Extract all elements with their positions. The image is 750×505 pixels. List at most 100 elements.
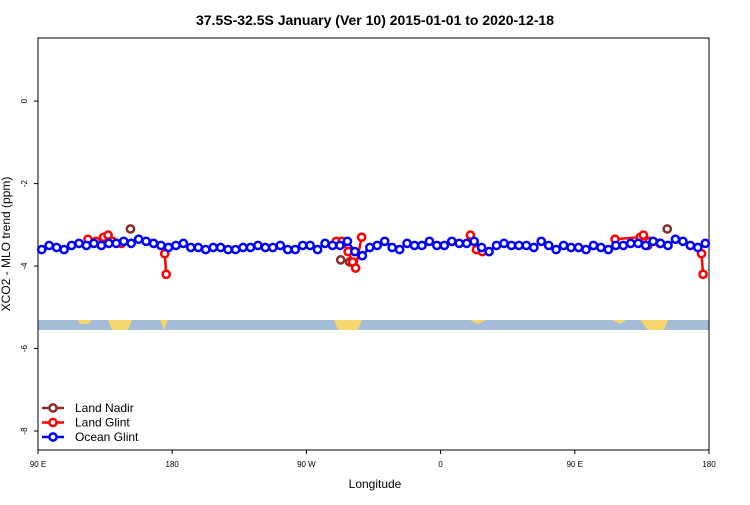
data-point	[290, 244, 301, 255]
data-point	[356, 232, 367, 243]
data-point	[320, 238, 330, 249]
data-point	[148, 238, 159, 249]
data-point	[536, 236, 547, 247]
data-point	[648, 236, 658, 247]
data-point	[581, 244, 591, 255]
data-point	[111, 238, 122, 249]
x-axis-label: Longitude	[349, 477, 402, 491]
data-point	[698, 269, 708, 280]
data-point	[51, 242, 62, 253]
data-point	[625, 238, 636, 249]
data-point	[491, 240, 502, 251]
data-point	[558, 240, 569, 251]
data-point	[357, 250, 368, 261]
data-point	[633, 238, 644, 249]
data-point	[245, 242, 256, 253]
data-point	[506, 240, 517, 251]
x-tick-label: 90 E	[567, 460, 583, 469]
data-point	[350, 263, 361, 273]
legend-marker	[48, 403, 58, 413]
data-point	[476, 242, 487, 253]
data-point	[394, 244, 405, 255]
data-point	[638, 230, 649, 240]
ocean-strip	[38, 320, 709, 330]
data-point	[208, 242, 219, 253]
data-point	[335, 255, 346, 265]
data-point	[610, 240, 621, 251]
data-point	[379, 236, 390, 247]
data-point	[66, 240, 77, 251]
x-tick-label: 0	[438, 460, 443, 469]
data-point	[640, 240, 651, 251]
x-tick-label: 90 W	[297, 460, 316, 469]
data-point	[618, 240, 629, 251]
data-point	[663, 240, 673, 251]
data-point	[163, 242, 174, 253]
legend-label: Land Nadir	[75, 401, 134, 415]
data-point	[588, 240, 599, 251]
data-point	[417, 240, 427, 251]
data-point	[364, 242, 375, 253]
data-point	[260, 242, 271, 253]
data-point	[327, 240, 338, 251]
data-point	[439, 240, 450, 251]
y-tick-label: -6	[20, 344, 29, 352]
data-point	[282, 244, 293, 255]
data-point	[499, 238, 509, 249]
data-point	[662, 224, 673, 234]
data-point	[89, 238, 99, 249]
data-point	[118, 236, 129, 247]
data-point	[335, 240, 345, 251]
data-point	[685, 240, 696, 251]
y-axis-label: XCO2 - MLO trend (ppm)	[0, 177, 13, 312]
data-point	[161, 269, 172, 280]
data-point	[432, 240, 442, 251]
data-point	[103, 238, 114, 249]
data-point	[469, 236, 479, 247]
data-point	[528, 242, 539, 253]
data-point	[678, 236, 688, 247]
data-point	[521, 240, 532, 251]
chart-title: 37.5S-32.5S January (Ver 10) 2015-01-01 …	[196, 12, 554, 28]
data-point	[125, 224, 136, 234]
data-point	[454, 238, 465, 249]
data-point	[200, 244, 211, 255]
legend-marker	[48, 417, 58, 428]
data-point	[342, 236, 353, 247]
data-point	[700, 238, 711, 249]
data-point	[670, 234, 681, 245]
data-point	[253, 240, 263, 251]
data-point	[297, 240, 308, 251]
data-point	[409, 240, 420, 251]
legend-label: Ocean Glint	[75, 430, 139, 444]
data-point	[133, 234, 144, 245]
data-point	[372, 240, 383, 251]
data-point	[424, 236, 435, 247]
y-tick-label: 0	[20, 98, 29, 103]
data-point	[96, 240, 107, 251]
legend-marker	[48, 432, 58, 442]
data-point	[238, 242, 248, 253]
data-point	[230, 244, 241, 255]
data-point	[275, 240, 286, 251]
data-point	[156, 240, 166, 251]
map-strip	[38, 320, 709, 330]
data-point	[484, 246, 494, 257]
data-point	[193, 242, 204, 253]
data-point	[268, 242, 278, 253]
data-point	[141, 236, 151, 247]
data-point	[603, 244, 614, 255]
data-point	[36, 244, 47, 255]
data-point	[185, 242, 196, 253]
data-point	[402, 238, 412, 249]
data-point	[44, 240, 55, 251]
x-tick-label: 180	[166, 460, 180, 469]
data-point	[81, 240, 92, 251]
data-point	[543, 240, 554, 251]
data-point	[350, 246, 360, 257]
data-point	[573, 242, 584, 253]
data-point	[596, 242, 606, 253]
